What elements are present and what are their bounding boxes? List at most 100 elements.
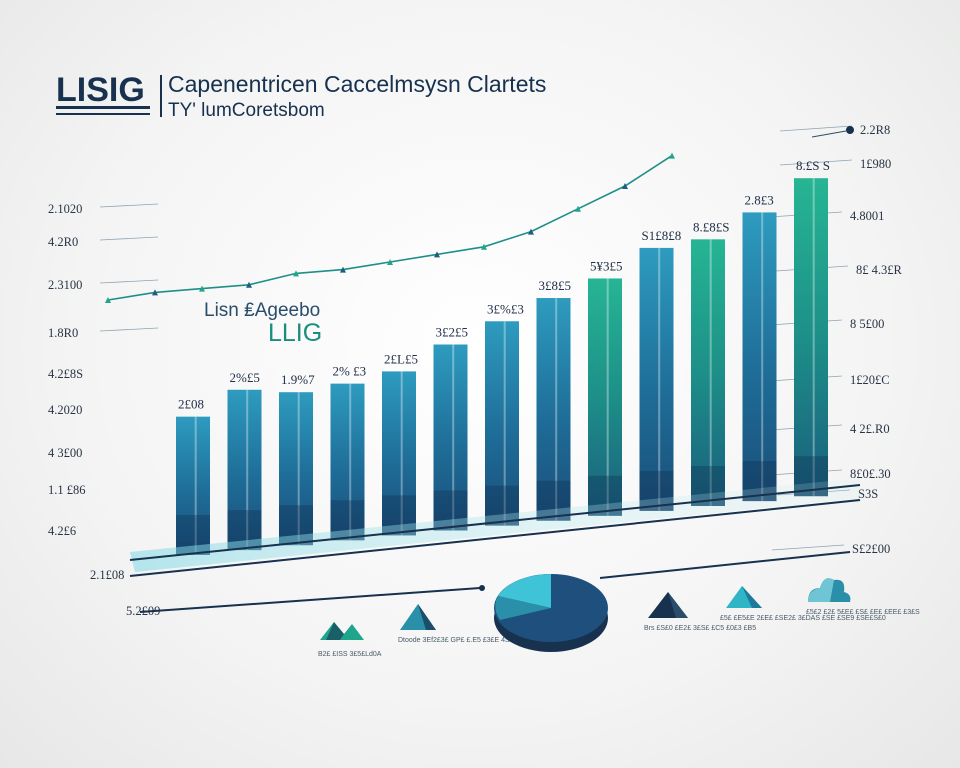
left-tick-label: 2.1£08: [90, 568, 124, 582]
bar-group: 3£2£5: [433, 325, 469, 531]
header-divider: [160, 75, 162, 117]
legend-label: Lisn ₤Ageebo: [204, 300, 320, 321]
bar-data-label: 3£%£3: [487, 301, 524, 316]
mountain-green-icon: [320, 622, 364, 640]
trend-point: [340, 266, 346, 273]
trend-point: [105, 297, 111, 303]
legend: Lisn ₤Ageebo LLIG: [204, 300, 322, 347]
bar-data-label: 5¥3£5: [590, 258, 623, 273]
bar-highlight: [297, 392, 300, 546]
legend-sublabel: LLIG: [268, 319, 322, 347]
trend-point: [199, 285, 205, 292]
bar-data-label: 2£L£5: [384, 351, 418, 366]
footer-icons: B2£ £ISS 3£5£Ld0A Dtoode 3Ef2£3£ GP£ £.E…: [318, 574, 920, 658]
left-tick-line: [99, 327, 159, 332]
footer-rule-right: [599, 551, 851, 579]
bar-highlight: [761, 212, 764, 502]
right-tick-label: 4 2£.R0: [850, 422, 890, 436]
footer-caption-5: £5£ £E5£E 2£E£ £SE2£ 3£DAS £SE £SE9 £SE£…: [720, 615, 886, 622]
bar: [227, 389, 262, 551]
left-tick-label: 1.1 £86: [48, 483, 86, 497]
bar-highlight: [246, 389, 249, 551]
right-tick-label: 1£980: [860, 157, 891, 171]
bar-data-label: S1£8£8: [642, 228, 682, 243]
left-tick-label: 4 3£00: [48, 446, 82, 460]
trend-point: [387, 259, 393, 265]
trend-point: [575, 205, 581, 212]
mountain-teal-icon: [400, 604, 436, 630]
bar: [485, 321, 519, 526]
bar: [691, 239, 725, 507]
trend-point: [622, 183, 628, 189]
left-tick-label: 4.2£6: [48, 524, 76, 538]
bar-group: 2£08: [176, 397, 210, 555]
bar: [742, 212, 777, 502]
bar-highlight: [606, 278, 609, 516]
left-tick-label: 4.2£8S: [48, 367, 83, 381]
bar-highlight: [400, 371, 403, 536]
footer-caption-2: Dtoode 3Ef2£3£ GP£ £.E5 £3£E 4S02 £S£0: [398, 637, 536, 644]
left-tick-line: [99, 279, 159, 284]
bar: [176, 416, 210, 555]
bar-group: 2£L£5: [382, 351, 418, 536]
bar: [279, 392, 313, 546]
bar-group: 3£8£5: [536, 278, 572, 521]
top-marker-dot: [846, 126, 854, 134]
trend-point: [293, 270, 299, 277]
chart-subtitle: TY' lumCoretsbom: [168, 100, 325, 121]
left-tick-line: [99, 203, 159, 208]
trend-line: [107, 154, 673, 301]
right-tick-label: 8£ 4.3£R: [856, 263, 903, 277]
bar-group: 8.£S S: [794, 158, 830, 497]
right-tick-label: 8 5£00: [850, 317, 884, 331]
bar-highlight: [194, 416, 197, 555]
bar: [588, 278, 622, 516]
left-tick-label: 2.3100: [48, 278, 82, 292]
mountain-cyan-icon: [726, 586, 762, 608]
bar-group: S1£8£8: [639, 228, 682, 511]
bar-group: 8.£8£S: [691, 219, 729, 507]
left-tick-label: 1.8R0: [48, 326, 78, 340]
bar-data-label: 3£2£5: [436, 325, 469, 340]
bar-group: 3£%£3: [485, 301, 524, 526]
cloud-teal-icon: [808, 578, 851, 602]
bar-group: 2%£5: [227, 370, 262, 551]
bar: [536, 298, 571, 521]
bar-data-label: 2£08: [178, 397, 204, 412]
left-tick-line: [99, 236, 159, 241]
brand-logo: LISIG: [56, 71, 145, 109]
bar-data-label: 2.8£3: [745, 192, 774, 207]
trend-series: [105, 152, 675, 303]
trend-point: [434, 251, 440, 258]
top-marker-line: [811, 130, 847, 138]
trend-point: [481, 243, 487, 250]
bar-data-label: 2%£5: [230, 370, 260, 385]
bar-highlight: [709, 239, 712, 507]
footer-caption-1: B2£ £ISS 3£5£Ld0A: [318, 651, 382, 658]
trend-point: [246, 281, 252, 288]
bar-group: 1.9%7: [279, 372, 315, 546]
right-tick-line: [779, 159, 853, 166]
bar: [382, 371, 416, 536]
floor-sheen: [130, 478, 860, 572]
bar-highlight: [349, 383, 352, 541]
bar-highlight: [555, 298, 558, 521]
bar-data-label: 2% £3: [333, 364, 367, 379]
bar-data-label: 1.9%7: [281, 372, 315, 387]
right-tick-label: 8£0£.30: [850, 467, 891, 481]
header: LISIG Capenentricen Caccelmsysn Clartets…: [56, 71, 546, 121]
bar-group: 5¥3£5: [588, 258, 623, 516]
footer-caption-4: Brs £S£0 £E2£ 3£S£ £C5 £0£3 £B5: [644, 625, 756, 632]
rule-dot: [479, 585, 485, 591]
pie-icon: [494, 574, 608, 652]
bar-highlight: [452, 344, 455, 531]
baseline-upper: [129, 484, 861, 561]
right-tick-label: 4.8001: [850, 209, 884, 223]
bar-highlight: [658, 247, 661, 511]
left-tick-label: 2.1020: [48, 202, 82, 216]
bar-data-label: 3£8£5: [539, 278, 572, 293]
right-tick-label: 1£20£C: [850, 373, 890, 387]
brand-underline-bottom: [56, 113, 150, 115]
right-tick-label: S£2£00: [852, 542, 890, 556]
